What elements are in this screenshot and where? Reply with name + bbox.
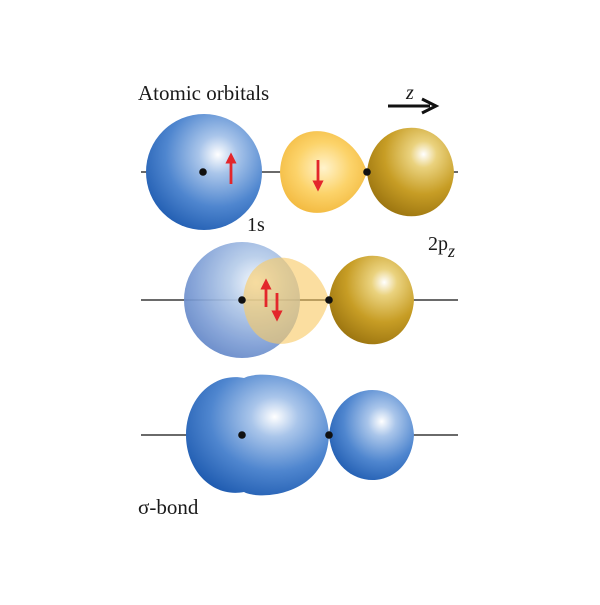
p-orbital-lobe-positive xyxy=(367,127,454,217)
nucleus-2p xyxy=(363,168,371,176)
sigma-bond-minor-lobe xyxy=(329,389,414,481)
p-orbital-lobe-positive-row2 xyxy=(329,255,414,345)
nucleus-1s-row3 xyxy=(238,431,246,439)
sigma-bond-major-lobe xyxy=(186,374,329,496)
spin-pair-arrows-icon xyxy=(260,278,283,322)
nucleus-2p-row3 xyxy=(325,431,333,439)
nucleus-1s-row2 xyxy=(238,296,246,304)
p-orbital-lobe-negative xyxy=(280,131,367,213)
label-2pz-main: 2p xyxy=(428,233,448,255)
sigma-bond-label: σ-bond xyxy=(138,495,199,519)
overlap-group xyxy=(184,242,329,358)
p-orbital-lobe-overlapping xyxy=(243,257,329,344)
label-2pz: 2pz xyxy=(428,233,455,261)
label-2pz-subscript: z xyxy=(447,241,455,261)
atomic-orbitals-title: Atomic orbitals xyxy=(138,81,269,105)
z-axis-label: z xyxy=(405,82,414,104)
right-arrow-icon xyxy=(388,97,440,115)
label-1s: 1s xyxy=(247,214,265,236)
nucleus-2p-row2 xyxy=(325,296,333,304)
nucleus-1s xyxy=(199,168,207,176)
